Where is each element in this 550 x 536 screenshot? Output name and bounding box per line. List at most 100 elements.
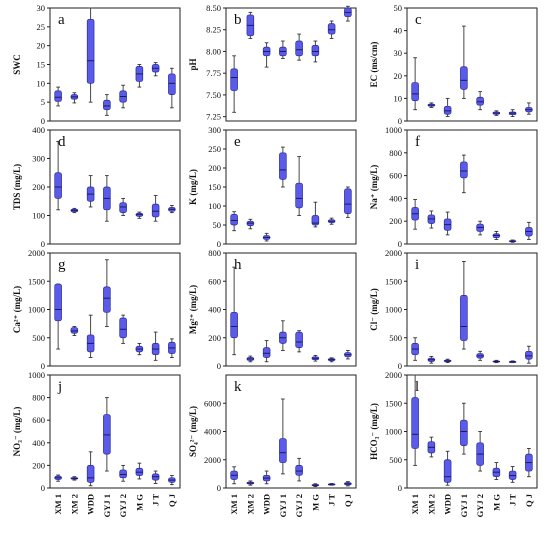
panel-letter: j — [57, 379, 62, 395]
iqr-box — [443, 105, 452, 115]
iqr-box — [279, 152, 287, 180]
panel-f: 0 200 400 600 800 1000 Na⁺ (mg/L) f — [369, 125, 538, 249]
panel-e: 0 50 100 150 200 250 300 K (mg/L) e — [188, 125, 357, 249]
x-category-label: XM 1 — [53, 494, 63, 515]
x-category-label: WDD — [86, 494, 96, 515]
x-category-label: XM 2 — [245, 494, 255, 515]
y-tick-label: 400 — [32, 125, 45, 135]
panel-c: 0 10 20 30 40 50 EC (ms/cm) c — [369, 3, 538, 126]
box-wdd — [443, 450, 452, 486]
box-xm1 — [230, 55, 238, 113]
box-gyj2 — [295, 156, 303, 216]
panel-i: 0 500 1000 1500 2000 Cl⁻ (mg/L) i — [369, 248, 538, 371]
box-xm1 — [54, 474, 62, 482]
y-tick-label: 250 — [208, 144, 221, 154]
panel-a: 0 5 10 15 20 25 30 SWC a — [12, 3, 181, 126]
y-tick-label: 8.00 — [206, 46, 221, 56]
y-tick-label: 600 — [389, 171, 402, 181]
box-qj — [168, 205, 176, 214]
panel-letter: g — [58, 257, 66, 273]
box-gyj1 — [103, 259, 111, 327]
y-tick-label: 0 — [41, 483, 45, 493]
iqr-box — [460, 295, 468, 341]
box-mg — [492, 462, 501, 480]
y-axis-label: pH — [188, 58, 198, 70]
box-xm2 — [70, 207, 79, 214]
y-axis-label: HCO₃⁻ (mg/L) — [369, 403, 379, 460]
box-qj — [525, 345, 533, 364]
x-category-label: M G — [310, 494, 320, 511]
box-qj — [344, 5, 352, 22]
box-xm1 — [411, 199, 419, 230]
iqr-box — [86, 465, 95, 483]
y-tick-label: 7.75 — [206, 68, 221, 78]
y-tick-label: 200 — [389, 216, 402, 226]
x-category-label: GYJ 2 — [294, 494, 304, 517]
iqr-box — [476, 96, 484, 106]
iqr-box — [262, 347, 271, 358]
y-tick-label: 1000 — [385, 125, 402, 135]
panel-b: 7.25 7.50 7.75 8.00 8.25 8.50 pH b — [188, 3, 357, 122]
iqr-box — [54, 90, 62, 102]
y-tick-label: 150 — [208, 182, 221, 192]
y-tick-label: 0 — [217, 361, 221, 371]
plot-frame — [406, 7, 538, 122]
box-gyj2 — [476, 220, 484, 236]
iqr-box — [103, 414, 111, 455]
iqr-box — [151, 203, 160, 218]
box-wdd — [443, 97, 452, 117]
box-gyj1 — [103, 175, 111, 222]
iqr-box — [70, 327, 79, 334]
iqr-box — [230, 214, 238, 226]
box-xm1 — [411, 374, 419, 466]
box-wdd — [262, 232, 271, 242]
box-xm1 — [54, 283, 62, 350]
box-gyj1 — [103, 94, 111, 116]
panel-letter: h — [234, 257, 242, 273]
y-tick-label: 15 — [37, 60, 46, 70]
y-tick-label: 400 — [208, 305, 221, 315]
y-axis-label: Na⁺ (mg/L) — [369, 165, 379, 210]
y-tick-label: 0 — [398, 361, 402, 371]
panel-letter: d — [58, 134, 66, 150]
box-jt — [151, 62, 160, 77]
panel-j: 0 200 400 600 800 1000 NO₃⁻ (mg/L) j XM 1 XM 2 WDD… — [12, 370, 181, 517]
y-axis-label: Cl⁻ (mg/L) — [369, 288, 379, 331]
plot-frame — [225, 7, 357, 122]
y-tick-label: 1500 — [385, 398, 402, 408]
panel-letter: f — [415, 134, 420, 150]
box-xm1 — [230, 466, 238, 485]
box-xm2 — [427, 355, 436, 364]
box-qj — [168, 475, 176, 486]
y-tick-label: 1500 — [385, 276, 402, 286]
y-tick-label: 2000 — [385, 370, 402, 380]
panel-letter: l — [415, 379, 419, 395]
y-tick-label: 800 — [389, 148, 402, 158]
plot-frame — [225, 374, 357, 489]
box-jt — [151, 195, 160, 222]
box-xm2 — [246, 480, 255, 486]
y-tick-label: 800 — [32, 393, 45, 403]
y-tick-label: 50 — [213, 220, 222, 230]
y-tick-label: 50 — [394, 3, 403, 13]
plot-frame — [225, 252, 357, 367]
iqr-box — [460, 419, 468, 446]
y-tick-label: 300 — [32, 154, 45, 164]
iqr-box — [295, 40, 303, 57]
box-wdd — [86, 451, 95, 487]
y-tick-label: 200 — [208, 163, 221, 173]
y-tick-label: 0 — [217, 239, 221, 249]
y-tick-label: 30 — [394, 48, 403, 58]
y-tick-label: 5 — [41, 97, 45, 107]
box-xm2 — [70, 476, 79, 481]
box-xm1 — [411, 337, 419, 361]
y-tick-label: 100 — [208, 201, 221, 211]
box-qj — [344, 481, 352, 487]
iqr-box — [311, 45, 320, 57]
box-gyj1 — [279, 146, 287, 188]
x-category-label: GYJ 1 — [459, 494, 469, 517]
iqr-box — [411, 82, 419, 102]
box-wdd — [86, 314, 95, 358]
box-xm2 — [246, 355, 255, 363]
